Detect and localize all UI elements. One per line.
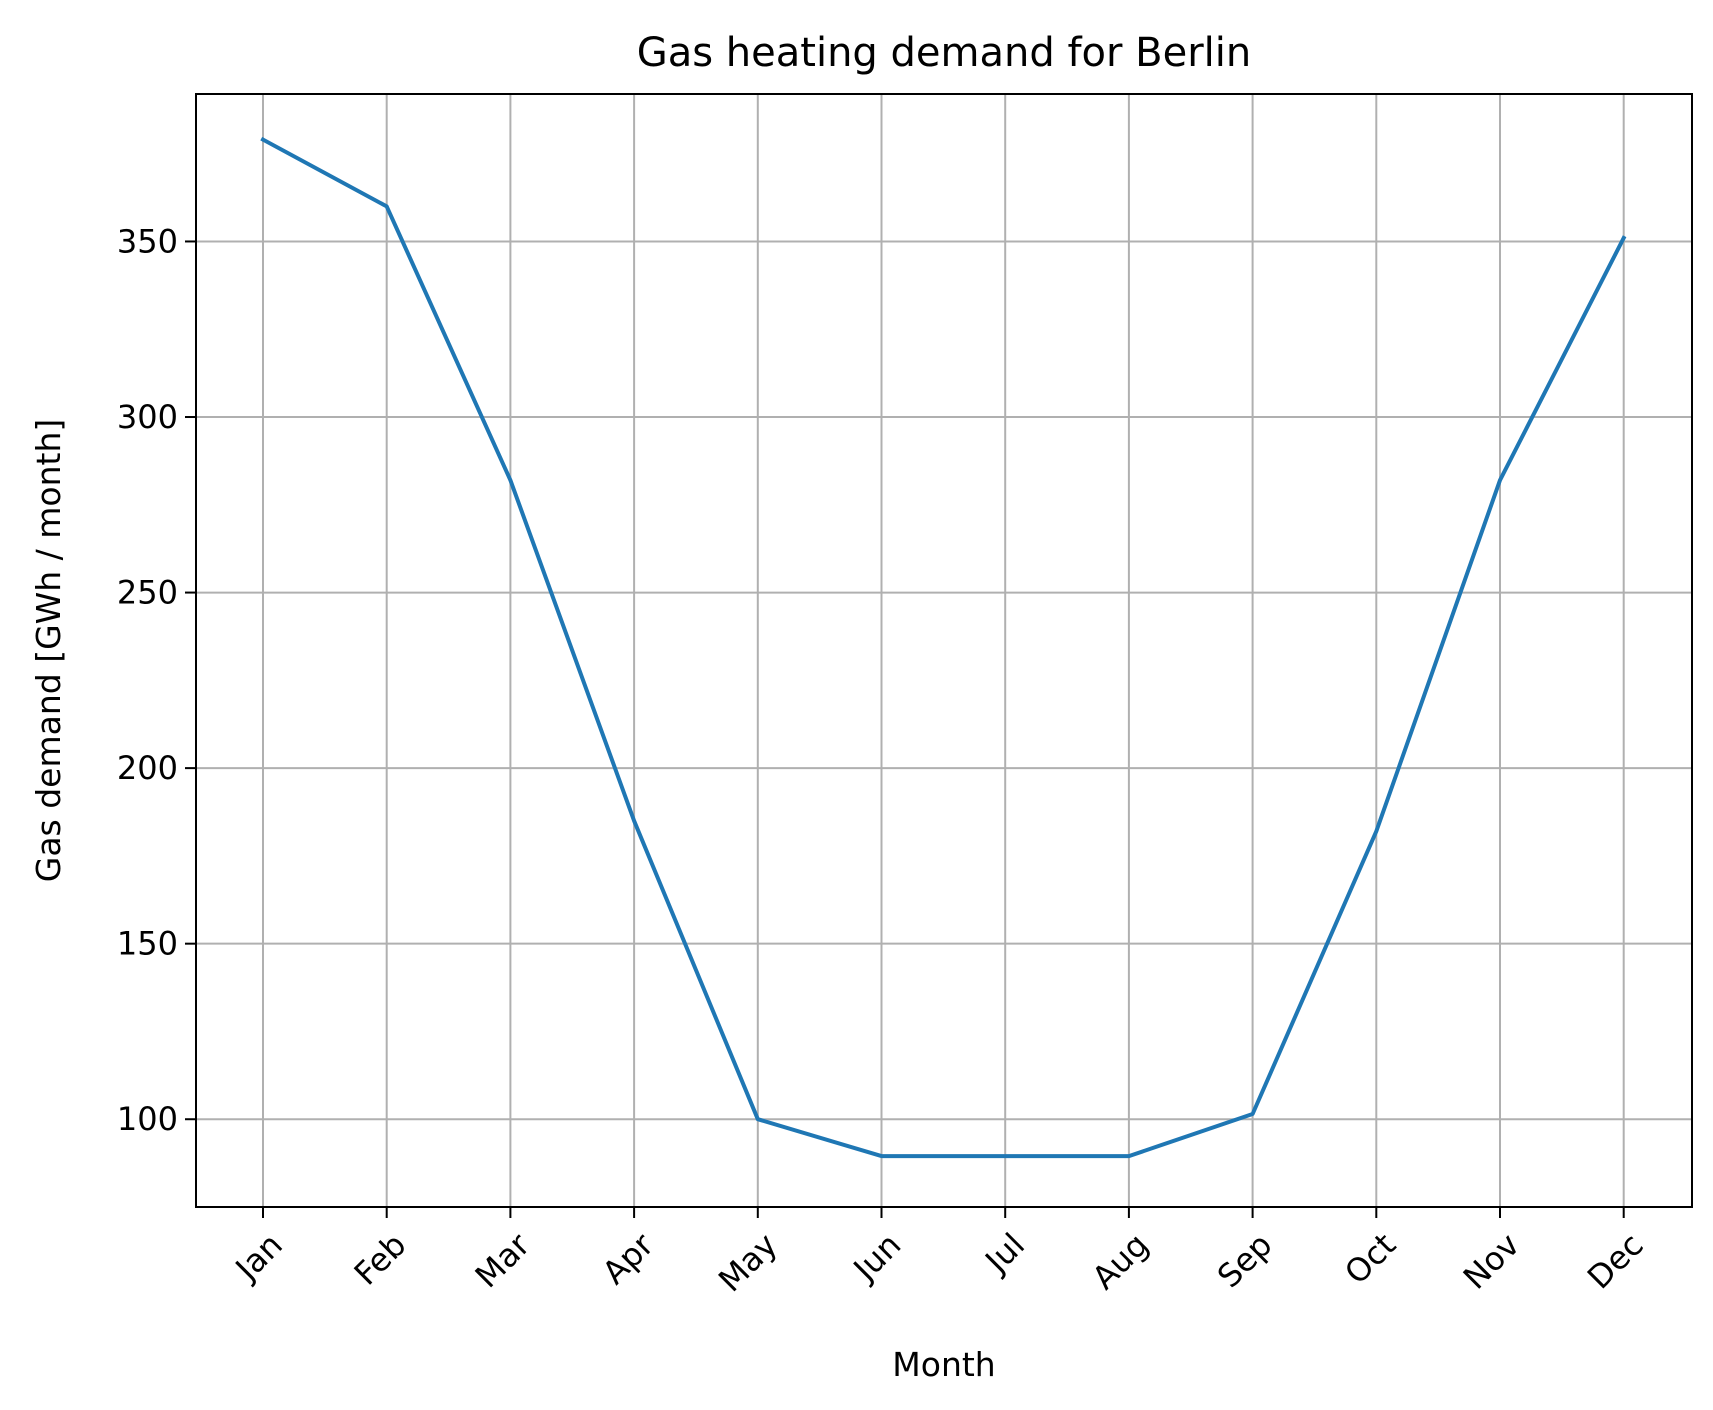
x-axis-label: Month <box>892 1345 995 1384</box>
y-tick-label: 100 <box>117 1100 178 1138</box>
chart-title: Gas heating demand for Berlin <box>637 30 1252 76</box>
y-tick-label: 250 <box>117 574 178 612</box>
y-axis-label: Gas demand [GWh / month] <box>29 419 68 883</box>
plot-frame <box>195 93 1693 1208</box>
y-tick-label: 150 <box>117 925 178 963</box>
y-tick-label: 200 <box>117 749 178 787</box>
grid-lines <box>196 94 1692 1207</box>
y-tick-label: 350 <box>117 222 178 260</box>
series-line <box>260 136 1627 1159</box>
y-tick-label: 300 <box>117 398 178 436</box>
series-layer <box>260 136 1627 1159</box>
